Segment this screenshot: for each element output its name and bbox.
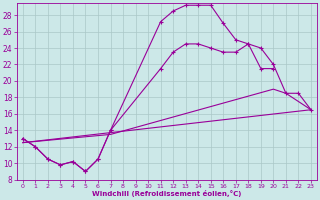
X-axis label: Windchill (Refroidissement éolien,°C): Windchill (Refroidissement éolien,°C)	[92, 190, 242, 197]
